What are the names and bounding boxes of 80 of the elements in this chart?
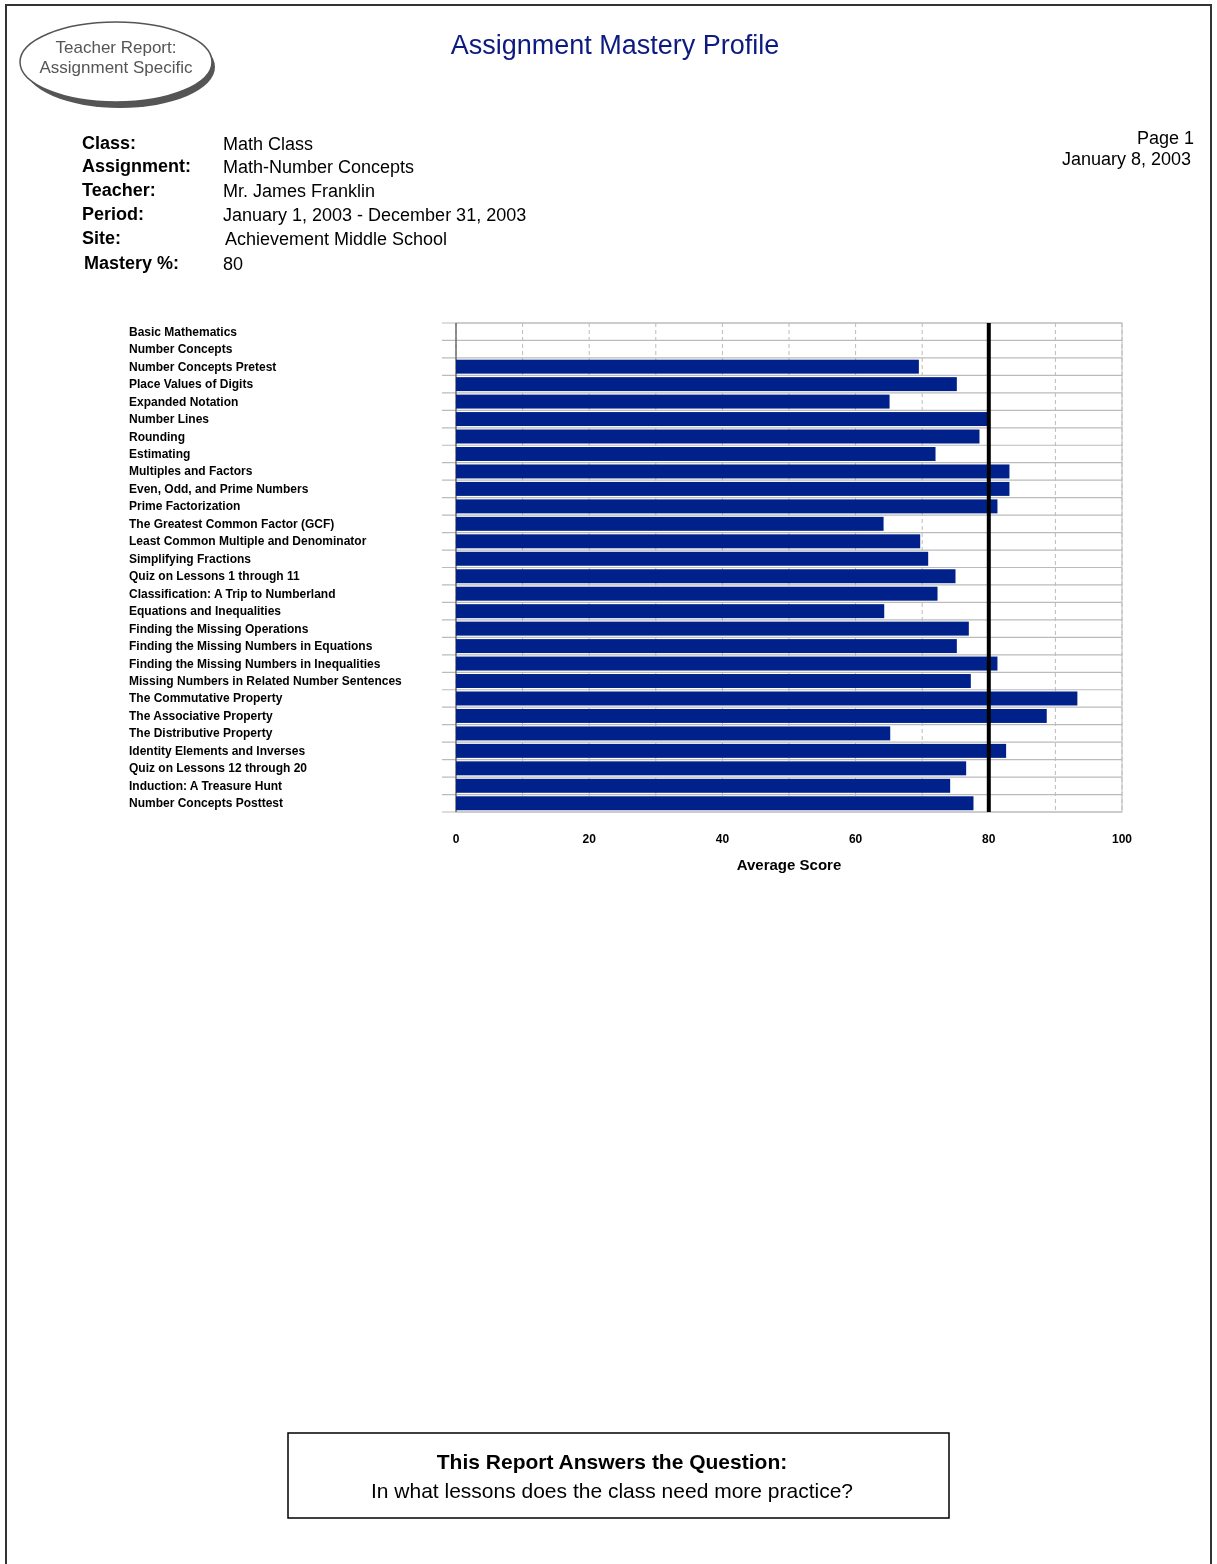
x-tick-label: 60	[848, 832, 863, 846]
y-tick-label: Expanded Notation	[129, 394, 239, 409]
text: Math Class	[223, 134, 314, 154]
y-tick-label: Quiz on Lessons 12 through 20	[129, 761, 308, 776]
chart-title: Assignment Mastery Profile	[450, 30, 780, 60]
bar	[456, 412, 988, 427]
y-tick-label: Even, Odd, and Prime Numbers	[129, 481, 309, 496]
y-tick-label: The Associative Property	[129, 708, 273, 723]
y-tick-label: Identity Elements and Inverses	[129, 743, 306, 758]
y-tick-label: The Distributive Property	[129, 726, 273, 741]
text: Mastery %:	[84, 253, 180, 273]
y-tick-label: Induction: A Treasure Hunt	[129, 778, 283, 793]
text: This Report Answers the Question:	[436, 1450, 788, 1473]
y-tick-label: Rounding	[129, 429, 185, 444]
x-tick-label: 100	[1111, 832, 1133, 846]
bar	[456, 464, 1010, 479]
text: Math-Number Concepts	[223, 157, 415, 177]
bar	[456, 534, 921, 549]
bar	[456, 726, 891, 741]
text: Page 1	[1136, 128, 1194, 148]
text: 80	[223, 254, 244, 274]
y-tick-label: Simplifying Fractions	[129, 551, 252, 566]
x-tick-label: 20	[582, 832, 597, 846]
bar	[456, 778, 951, 793]
text: Site:	[82, 228, 122, 248]
text: Period:	[82, 204, 145, 224]
text: Teacher Report:	[55, 38, 177, 57]
y-tick-label: Place Values of Digits	[129, 377, 254, 392]
y-tick-label: Number Concepts Pretest	[129, 359, 277, 374]
bar	[456, 674, 971, 688]
y-tick-label: Estimating	[129, 446, 191, 461]
bar	[456, 708, 1047, 723]
y-tick-label: Finding the Missing Operations	[129, 621, 309, 636]
text: Achievement Middle School	[225, 229, 448, 249]
bar	[456, 429, 980, 444]
bar	[456, 656, 998, 671]
bar	[456, 499, 998, 514]
y-tick-label: Finding the Missing Numbers in Inequalities	[129, 656, 381, 671]
text: Mr. James Franklin	[223, 181, 376, 201]
bar	[456, 796, 974, 811]
text: Class:	[82, 133, 137, 153]
bar	[456, 743, 1007, 758]
bar	[456, 516, 884, 531]
y-tick-label: Number Lines	[129, 412, 210, 427]
bar	[456, 586, 938, 601]
bar	[456, 481, 1010, 496]
text: Teacher:	[82, 180, 156, 200]
y-tick-label: The Commutative Property	[129, 691, 283, 706]
bar	[456, 639, 957, 654]
y-tick-label: Least Common Multiple and Denominator	[129, 534, 367, 549]
text: Assignment Specific	[39, 58, 194, 77]
y-tick-label: Number Concepts	[129, 342, 233, 357]
y-tick-label: Classification: A Trip to Numberland	[129, 586, 336, 601]
text: January 1, 2003 - December 31, 2003	[223, 205, 527, 225]
y-tick-label: Finding the Missing Numbers in Equations	[129, 639, 373, 654]
y-tick-label: Multiples and Factors	[129, 464, 253, 479]
x-axis-title: Average Score	[736, 856, 842, 873]
y-tick-label: Basic Mathematics	[129, 324, 238, 339]
bar	[456, 377, 957, 392]
text: Assignment:	[82, 156, 192, 176]
bar	[456, 761, 967, 776]
text: In what lessons does the class need more practice?	[370, 1479, 854, 1502]
bar	[456, 604, 885, 619]
x-tick-label: 80	[982, 832, 996, 846]
y-tick-label: Missing Numbers in Related Number Sentences	[129, 674, 403, 689]
text: January 8, 2003	[1061, 149, 1191, 169]
y-tick-label: Number Concepts Posttest	[129, 796, 284, 811]
bar	[456, 551, 929, 566]
y-tick-label: The Greatest Common Factor (GCF)	[129, 516, 335, 531]
y-tick-label: Quiz on Lessons 1 through 11	[129, 569, 301, 584]
y-tick-label: Prime Factorization	[129, 499, 241, 514]
x-tick-label: 0	[452, 832, 460, 846]
x-tick-label: 40	[715, 832, 730, 846]
bar	[456, 359, 919, 374]
bar	[456, 394, 890, 409]
bar	[456, 691, 1078, 706]
bar	[456, 621, 969, 636]
y-tick-label: Equations and Inequalities	[129, 604, 282, 619]
bar	[456, 569, 956, 584]
bar	[456, 447, 936, 461]
